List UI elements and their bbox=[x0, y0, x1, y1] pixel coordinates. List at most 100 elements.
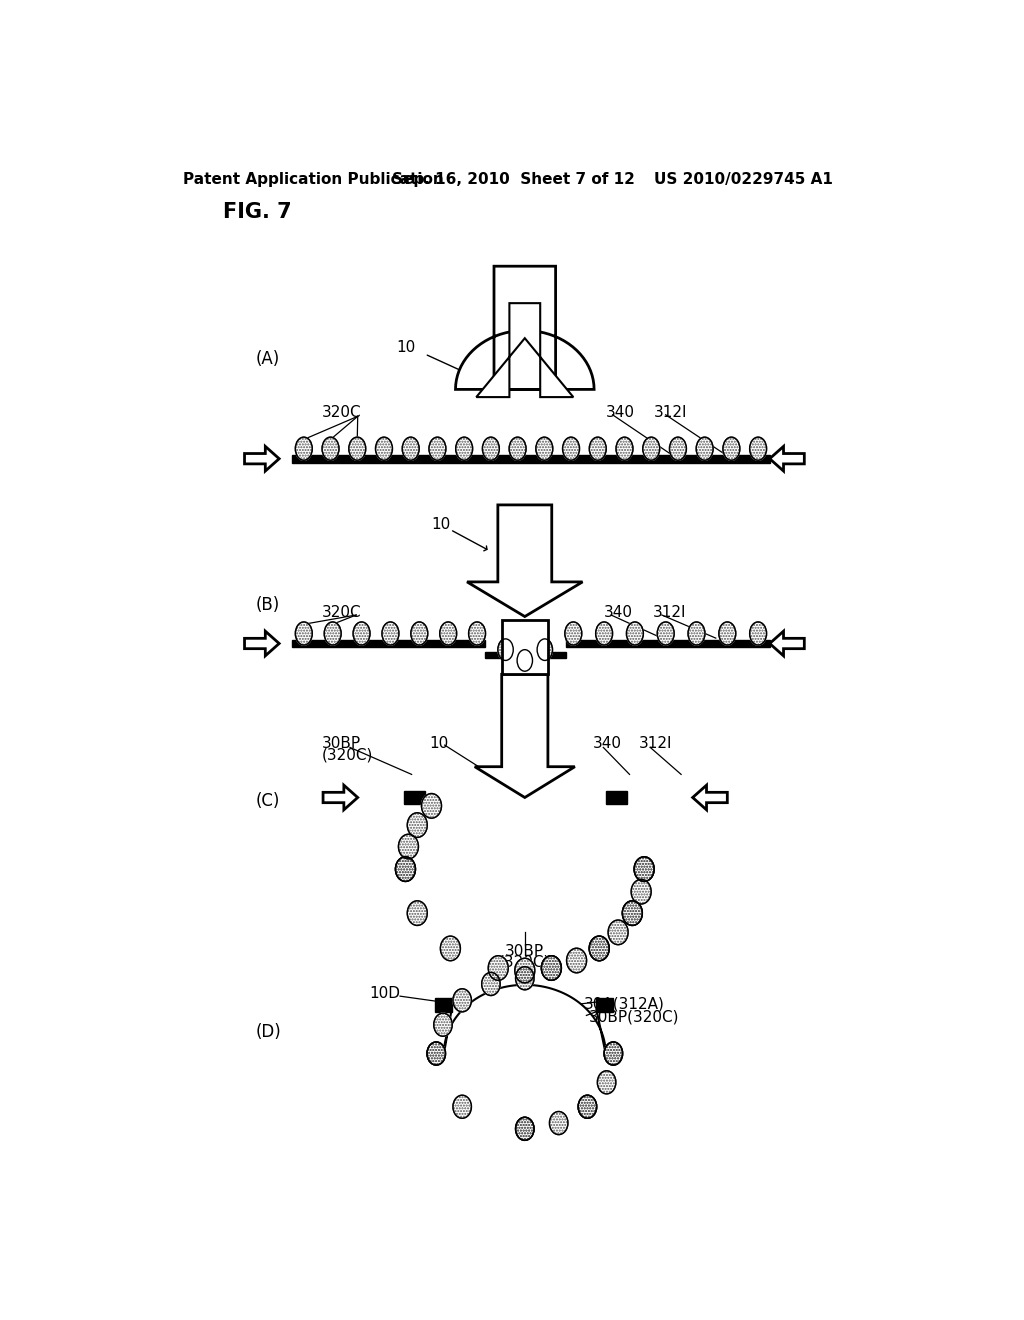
Text: (C): (C) bbox=[255, 792, 280, 810]
Text: 312I: 312I bbox=[639, 737, 673, 751]
Bar bbox=[404, 843, 413, 850]
Ellipse shape bbox=[589, 437, 606, 461]
Bar bbox=[292, 640, 484, 647]
Ellipse shape bbox=[408, 900, 427, 925]
Ellipse shape bbox=[427, 1041, 445, 1065]
Text: FIG. 7: FIG. 7 bbox=[223, 202, 292, 222]
Text: 312I: 312I bbox=[654, 405, 688, 420]
Bar bbox=[637, 888, 645, 895]
Polygon shape bbox=[456, 267, 594, 389]
Text: 30BP: 30BP bbox=[322, 737, 360, 751]
Text: 10: 10 bbox=[431, 516, 451, 532]
Text: 30BP: 30BP bbox=[505, 944, 545, 960]
Ellipse shape bbox=[376, 437, 392, 461]
Bar bbox=[439, 1022, 446, 1028]
Text: 10D: 10D bbox=[370, 986, 400, 1002]
Ellipse shape bbox=[627, 622, 643, 645]
Ellipse shape bbox=[515, 1117, 535, 1140]
Ellipse shape bbox=[482, 437, 500, 461]
Bar bbox=[292, 455, 770, 462]
Text: 10: 10 bbox=[396, 339, 416, 355]
Bar bbox=[609, 1051, 617, 1056]
Bar bbox=[609, 1051, 617, 1056]
Ellipse shape bbox=[542, 956, 561, 981]
Bar bbox=[446, 945, 455, 952]
Ellipse shape bbox=[657, 622, 674, 645]
Text: 340: 340 bbox=[604, 605, 633, 620]
Polygon shape bbox=[476, 304, 573, 397]
Ellipse shape bbox=[631, 879, 651, 904]
Ellipse shape bbox=[498, 639, 513, 660]
Ellipse shape bbox=[542, 956, 561, 981]
Ellipse shape bbox=[566, 948, 587, 973]
Ellipse shape bbox=[719, 622, 736, 645]
Bar bbox=[521, 975, 528, 981]
Ellipse shape bbox=[596, 622, 612, 645]
Ellipse shape bbox=[643, 437, 659, 461]
Ellipse shape bbox=[550, 1111, 568, 1135]
Text: 320C: 320C bbox=[505, 676, 545, 692]
Bar bbox=[401, 866, 410, 873]
Ellipse shape bbox=[623, 900, 642, 925]
Bar bbox=[459, 1104, 466, 1110]
Ellipse shape bbox=[515, 966, 535, 990]
Bar bbox=[640, 866, 648, 873]
Bar bbox=[572, 957, 581, 964]
Ellipse shape bbox=[634, 857, 654, 882]
Polygon shape bbox=[245, 446, 280, 471]
Bar bbox=[565, 640, 770, 647]
Ellipse shape bbox=[440, 936, 461, 961]
Text: 30A(312A): 30A(312A) bbox=[584, 997, 665, 1011]
Ellipse shape bbox=[608, 920, 628, 945]
Bar bbox=[629, 909, 636, 916]
Text: 30BP(320C): 30BP(320C) bbox=[589, 1010, 679, 1024]
Bar bbox=[414, 909, 421, 916]
Ellipse shape bbox=[670, 437, 686, 461]
Ellipse shape bbox=[323, 437, 339, 461]
Ellipse shape bbox=[453, 1096, 471, 1118]
Bar bbox=[403, 791, 425, 804]
Ellipse shape bbox=[589, 936, 609, 961]
Ellipse shape bbox=[456, 437, 473, 461]
Ellipse shape bbox=[453, 989, 471, 1012]
Ellipse shape bbox=[579, 1096, 597, 1118]
Bar bbox=[640, 866, 648, 873]
Ellipse shape bbox=[402, 437, 419, 461]
Text: (B): (B) bbox=[255, 597, 280, 614]
Ellipse shape bbox=[295, 437, 312, 461]
Ellipse shape bbox=[488, 956, 508, 981]
Ellipse shape bbox=[353, 622, 370, 645]
Bar bbox=[548, 965, 555, 972]
Ellipse shape bbox=[429, 437, 445, 461]
Text: 320C: 320C bbox=[322, 605, 361, 620]
Ellipse shape bbox=[408, 813, 427, 837]
Text: Sep. 16, 2010  Sheet 7 of 12: Sep. 16, 2010 Sheet 7 of 12 bbox=[392, 172, 635, 186]
Ellipse shape bbox=[688, 622, 705, 645]
Ellipse shape bbox=[589, 936, 609, 961]
Polygon shape bbox=[770, 631, 804, 656]
Ellipse shape bbox=[750, 437, 767, 461]
Polygon shape bbox=[770, 446, 804, 471]
Bar bbox=[595, 945, 603, 952]
Ellipse shape bbox=[434, 1014, 453, 1036]
Bar bbox=[584, 1104, 591, 1110]
Ellipse shape bbox=[515, 958, 535, 983]
Ellipse shape bbox=[515, 1117, 535, 1140]
Ellipse shape bbox=[295, 622, 312, 645]
Bar bbox=[521, 1126, 528, 1131]
Ellipse shape bbox=[325, 622, 341, 645]
Bar bbox=[432, 1051, 440, 1056]
Polygon shape bbox=[323, 785, 357, 810]
Bar bbox=[521, 968, 528, 974]
Ellipse shape bbox=[604, 1041, 623, 1065]
Bar bbox=[614, 929, 622, 936]
Bar bbox=[521, 1126, 528, 1131]
Bar bbox=[428, 803, 435, 809]
Ellipse shape bbox=[623, 900, 642, 925]
Text: US 2010/0229745 A1: US 2010/0229745 A1 bbox=[654, 172, 834, 186]
Ellipse shape bbox=[723, 437, 740, 461]
Polygon shape bbox=[245, 631, 280, 656]
Text: 320C: 320C bbox=[322, 405, 361, 420]
Text: (320C): (320C) bbox=[322, 747, 373, 763]
Text: (D): (D) bbox=[255, 1023, 281, 1041]
